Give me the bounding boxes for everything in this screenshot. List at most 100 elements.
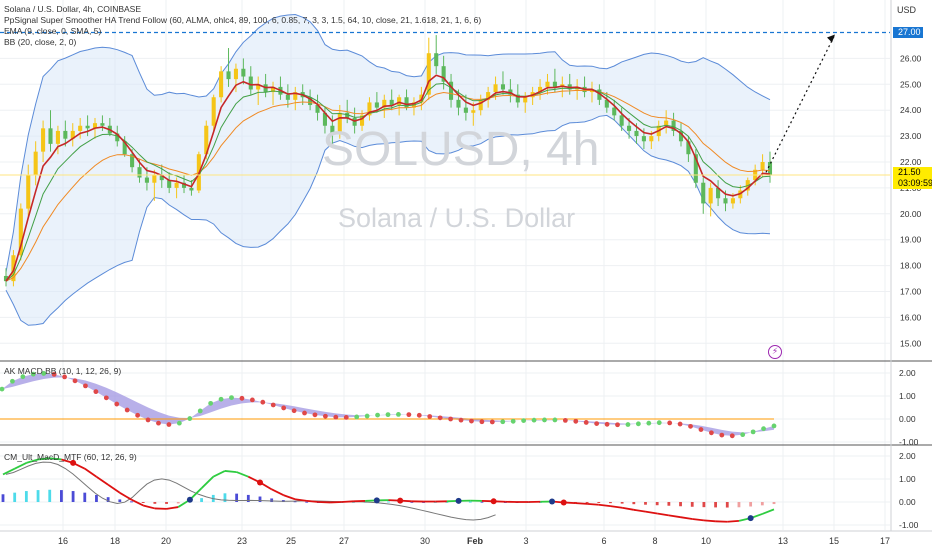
target-price-tag: 27.00 [893, 27, 923, 38]
crossover-dot [747, 515, 754, 522]
pane2-tick-label: -1.00 [899, 520, 919, 530]
watermark-ticker: SOLUSD, 4h [322, 123, 600, 176]
pane2-tick-label: 1.00 [899, 474, 916, 484]
pane1-tick-label: 2.00 [899, 368, 916, 378]
histogram-bar [445, 501, 449, 503]
candle-body [33, 151, 38, 175]
macd-line-segment [668, 514, 681, 519]
macd-dot [208, 400, 214, 406]
histogram-bar [200, 498, 203, 502]
price-tick-label: 18.00 [900, 261, 922, 271]
candle-body [478, 99, 483, 111]
candle-body [352, 117, 357, 126]
candle-body [122, 141, 127, 155]
time-tick-label: 13 [778, 536, 788, 546]
histogram-bar [352, 501, 355, 503]
symbol-title[interactable]: Solana / U.S. Dollar, 4h, COINBASE [4, 4, 142, 14]
macd-dot [521, 418, 527, 424]
macd-line-segment [131, 498, 144, 507]
macd-line-segment [727, 519, 740, 523]
macd-line-segment [84, 467, 97, 478]
macd-line-segment [271, 488, 284, 496]
alert-icon[interactable]: ⚡ [768, 345, 782, 359]
macd-line-segment [703, 519, 716, 523]
candle-body [538, 86, 543, 93]
histogram-bar [176, 502, 180, 504]
candle-body [397, 97, 402, 106]
candle-body [671, 120, 676, 131]
macd-line-segment [692, 518, 705, 522]
histogram-bar [644, 502, 647, 505]
candle-body [389, 99, 394, 106]
macd-dot [333, 414, 339, 420]
candle-body [70, 130, 75, 139]
candle-body [723, 198, 728, 204]
time-tick-label: Feb [467, 536, 484, 546]
macd-dot [156, 420, 161, 426]
price-tick-label: 26.00 [900, 53, 922, 63]
time-tick-label: 27 [339, 536, 349, 546]
indicator-ema[interactable]: EMA (9, close, 0, SMA, 5) [4, 26, 102, 36]
histogram-bar [632, 502, 636, 505]
macd-dot [594, 421, 600, 426]
macd-dot [469, 418, 474, 424]
candle-body [456, 99, 461, 108]
price-tick-label: 16.00 [900, 312, 922, 322]
macd-line-segment [283, 494, 296, 501]
projection-arrow-line[interactable] [765, 34, 836, 173]
macd-dot [20, 374, 26, 380]
candle-body [167, 180, 172, 188]
candle-body [441, 66, 446, 82]
candle-body [55, 130, 60, 144]
candle-body [337, 112, 342, 134]
pane1-label[interactable]: AK MACD BB (10, 1, 12, 26, 9) [4, 366, 122, 376]
candle-body [248, 76, 253, 90]
macd-dot [103, 395, 109, 401]
macd-dot [667, 420, 673, 426]
macd-dot [396, 412, 401, 417]
histogram-bar [24, 491, 28, 502]
candle-body [597, 89, 602, 100]
macd-dot [427, 414, 433, 419]
candle-body [493, 84, 498, 93]
crossover-dot [257, 479, 263, 486]
pane2-label[interactable]: CM_Ult_MacD_MTF (60, 12, 26, 9) [4, 452, 137, 462]
histogram-bar [270, 498, 274, 502]
candle-body [434, 53, 439, 67]
histogram-bar [468, 501, 472, 503]
macd-dot [93, 389, 99, 395]
candle-body [374, 102, 379, 108]
histogram-bar [620, 502, 624, 504]
candle-body [604, 99, 609, 108]
macd-dot [187, 416, 193, 421]
indicator-ppsignal[interactable]: PpSignal Super Smoother HA Trend Follow … [4, 15, 482, 25]
macd-line-segment [142, 504, 156, 510]
macd-dot [124, 407, 130, 413]
candle-body [641, 136, 646, 142]
macd-line-segment [587, 502, 599, 506]
macd-dot [218, 396, 224, 402]
candle-body [693, 154, 698, 183]
macd-dot [62, 374, 67, 380]
candle-body [315, 105, 320, 113]
histogram-bar [60, 490, 63, 502]
macd-line-segment [621, 506, 634, 511]
macd-dot [83, 383, 88, 389]
histogram-bar [118, 499, 122, 502]
indicator-bb[interactable]: BB (20, close, 2, 0) [4, 37, 77, 47]
candle-body [404, 97, 409, 108]
histogram-bar [293, 501, 297, 503]
histogram-bar [480, 501, 484, 503]
macd-dot [406, 412, 412, 418]
histogram-bar [95, 494, 98, 502]
time-tick-label: 3 [523, 536, 528, 546]
candle-body [382, 99, 387, 108]
bollinger-bands [5, 13, 771, 326]
candle-body [716, 187, 721, 199]
candle-body [552, 81, 557, 87]
macd-line-segment [657, 512, 670, 517]
histogram-bar [153, 502, 157, 504]
